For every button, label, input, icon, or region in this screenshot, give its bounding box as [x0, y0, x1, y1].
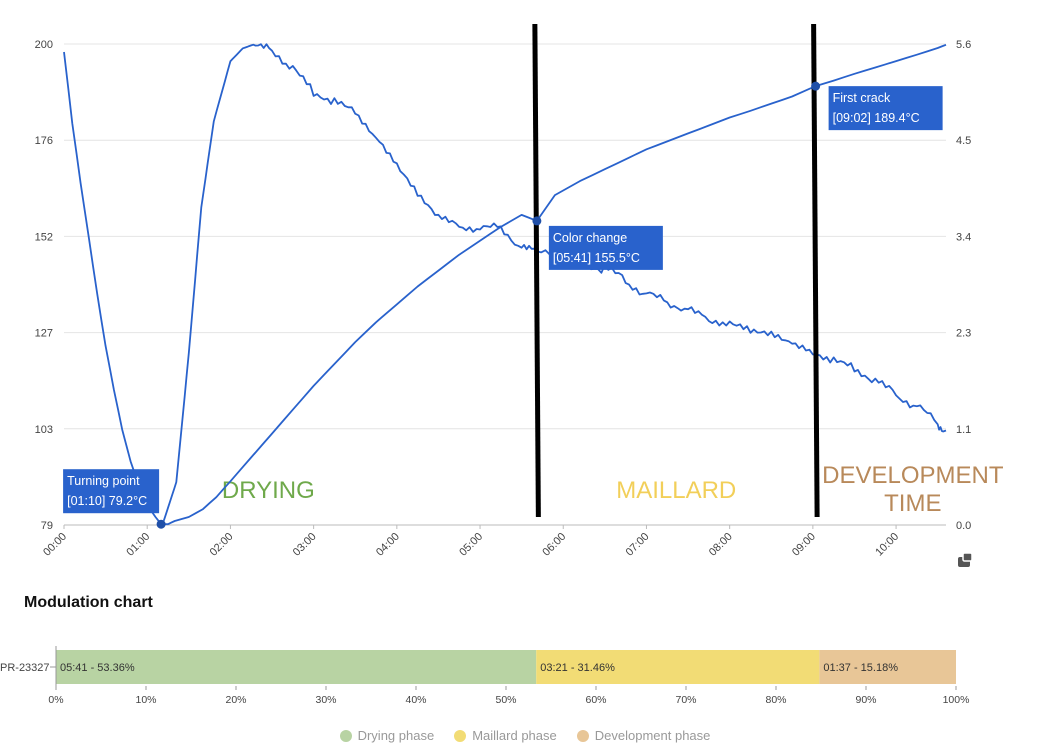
category-label: PR-23327 — [0, 662, 50, 674]
y-right-tick-label: 1.1 — [956, 424, 971, 436]
y-left-tick-label: 127 — [35, 328, 53, 340]
x-tick-label: 10:00 — [873, 531, 901, 559]
x-tick-label: 30% — [315, 694, 336, 706]
x-tick-label: 06:00 — [540, 531, 568, 559]
x-tick-label: 00:00 — [41, 531, 69, 559]
phase-label: DRYING — [222, 477, 315, 504]
x-tick-label: 100% — [943, 694, 970, 706]
bar-segment — [536, 650, 820, 684]
event-point — [532, 216, 542, 226]
x-tick-label: 0% — [48, 694, 63, 706]
x-tick-label: 50% — [495, 694, 516, 706]
bar-segment — [56, 650, 537, 684]
event-line-first-crack — [811, 23, 820, 518]
x-tick-label: 10% — [135, 694, 156, 706]
x-tick-label: 09:00 — [790, 531, 818, 559]
bar-segment-label: 05:41 - 53.36% — [60, 662, 135, 674]
x-tick-label: 60% — [585, 694, 606, 706]
tooltip-title: Turning point — [67, 474, 140, 488]
x-tick-label: 80% — [765, 694, 786, 706]
x-tick-label: 90% — [855, 694, 876, 706]
tooltip-value: [01:10] 79.2°C — [67, 494, 147, 508]
legend-dot-icon — [454, 729, 467, 742]
y-left-tick-label: 152 — [35, 231, 53, 243]
legend-label: Maillard phase — [472, 728, 557, 743]
y-left-tick-label: 79 — [41, 520, 53, 532]
y-right-tick-label: 5.6 — [956, 39, 971, 51]
legend-item[interactable]: Development phase — [576, 728, 711, 743]
modulation-legend: Drying phase Maillard phase Development ph… — [0, 728, 1050, 743]
x-tick-label: 02:00 — [208, 531, 236, 559]
legend-item[interactable]: Drying phase — [339, 728, 435, 743]
phase-label: TIME — [884, 490, 941, 517]
legend-label: Drying phase — [357, 728, 435, 743]
tooltip-title: Color change — [553, 231, 627, 245]
phase-label: MAILLARD — [616, 477, 736, 504]
bar-segment — [819, 650, 956, 684]
x-tick-label: 20% — [225, 694, 246, 706]
y-right-tick-label: 0.0 — [956, 520, 971, 532]
tooltip-value: [09:02] 189.4°C — [833, 111, 920, 125]
roast-curve-chart: 200 5.6 176 4.5 152 3.4 127 2.3 103 1.1 79 0.0 00:00… — [35, 23, 1004, 559]
tooltip-box — [828, 86, 943, 131]
y-left-tick-label: 176 — [35, 135, 53, 147]
x-tick-label: 70% — [675, 694, 696, 706]
x-tick-label: 01:00 — [124, 531, 152, 559]
tooltip-title: First crack — [833, 91, 891, 105]
tooltip-value: [05:41] 155.5°C — [553, 251, 640, 265]
legend-label: Development phase — [594, 728, 711, 743]
y-right-tick-label: 4.5 — [956, 135, 971, 147]
bar-segment-label: 03:21 - 31.46% — [540, 662, 615, 674]
modulation-chart-title: Modulation chart — [24, 594, 153, 611]
y-left-tick-label: 103 — [35, 424, 53, 436]
event-point — [811, 81, 821, 91]
x-tick-label: 08:00 — [707, 531, 735, 559]
x-tick-label: 40% — [405, 694, 426, 706]
export-icon[interactable] — [956, 551, 974, 569]
phase-label: DEVELOPMENT — [822, 462, 1004, 489]
x-tick-label: 03:00 — [291, 531, 319, 559]
modulation-bar-chart: PR-23327 05:41 - 53.36% 03:21 - 31.46% 01:3… — [0, 646, 970, 706]
x-tick-label: 04:00 — [374, 531, 402, 559]
bar-segment-label: 01:37 - 15.18% — [823, 662, 898, 674]
legend-dot-icon — [339, 729, 352, 742]
tooltip-box — [63, 469, 160, 514]
y-right-tick-label: 3.4 — [956, 231, 971, 243]
tooltip-box — [548, 225, 663, 270]
y-left-tick-label: 200 — [35, 39, 53, 51]
event-line-color-change — [532, 23, 541, 518]
y-right-tick-label: 2.3 — [956, 328, 971, 340]
x-tick-label: 05:00 — [457, 531, 485, 559]
x-tick-label: 07:00 — [624, 531, 652, 559]
legend-item[interactable]: Maillard phase — [454, 728, 557, 743]
legend-dot-icon — [576, 729, 589, 742]
event-point — [156, 519, 166, 529]
